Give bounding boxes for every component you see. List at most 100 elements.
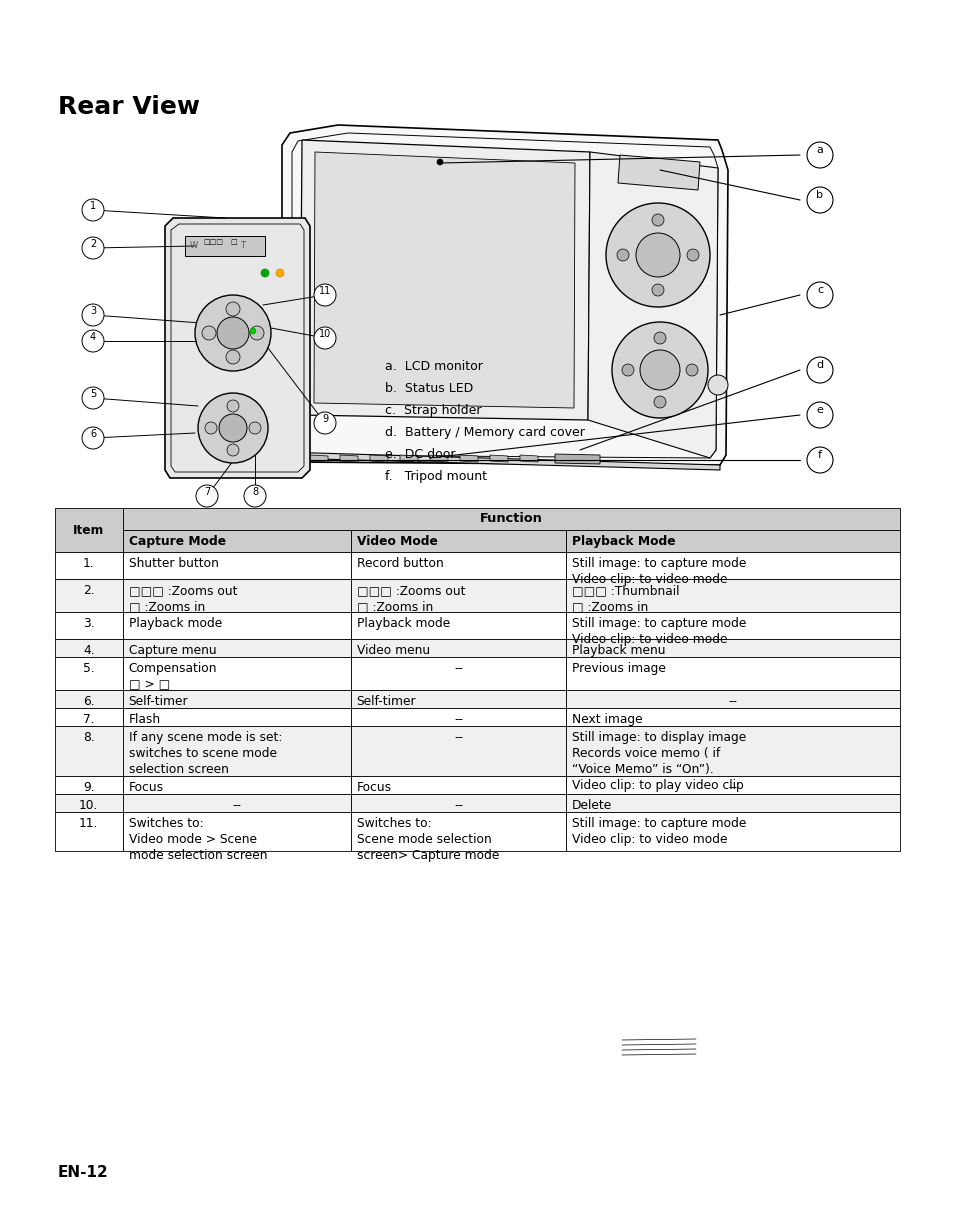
Text: Still image: to display image
Records voice memo ( if
“Voice Memo” is “On”).
Vid: Still image: to display image Records vo… <box>572 731 745 792</box>
Circle shape <box>314 412 335 434</box>
Bar <box>123 612 351 639</box>
Circle shape <box>275 268 284 277</box>
Text: --: -- <box>728 695 737 708</box>
Circle shape <box>250 326 264 340</box>
Circle shape <box>636 233 679 277</box>
Polygon shape <box>618 155 700 190</box>
Bar <box>351 691 566 708</box>
Bar <box>351 813 566 852</box>
Text: Previous image: Previous image <box>572 662 665 675</box>
Bar <box>55 580 123 612</box>
Text: Playback menu: Playback menu <box>572 644 665 658</box>
Text: Record button: Record button <box>356 558 443 570</box>
Circle shape <box>250 328 255 334</box>
Bar <box>351 708 566 726</box>
Text: 5: 5 <box>90 389 96 399</box>
Text: 6.: 6. <box>83 695 94 708</box>
Circle shape <box>82 427 104 449</box>
Bar <box>566 708 899 726</box>
Text: 1.: 1. <box>83 558 94 570</box>
Bar <box>123 529 351 551</box>
Polygon shape <box>282 451 720 470</box>
Text: Item: Item <box>73 523 104 537</box>
Circle shape <box>227 444 239 456</box>
Text: Switches to:
Scene mode selection
screen> Capture mode: Switches to: Scene mode selection screen… <box>356 817 498 863</box>
Circle shape <box>244 486 266 508</box>
Polygon shape <box>490 455 507 462</box>
Bar <box>55 551 123 580</box>
Text: T: T <box>240 242 245 250</box>
Text: --: -- <box>454 712 462 726</box>
Circle shape <box>82 304 104 326</box>
Bar <box>566 658 899 691</box>
Text: 8: 8 <box>252 487 258 497</box>
Text: 7.: 7. <box>83 712 94 726</box>
Bar <box>351 726 566 776</box>
Text: 10: 10 <box>318 329 331 339</box>
Circle shape <box>202 326 215 340</box>
Bar <box>123 726 351 776</box>
Polygon shape <box>282 124 727 465</box>
Circle shape <box>205 422 216 434</box>
Text: Self-timer: Self-timer <box>356 695 416 708</box>
Text: 10.: 10. <box>79 799 98 813</box>
Text: Capture Mode: Capture Mode <box>129 536 226 548</box>
Text: Self-timer: Self-timer <box>129 695 188 708</box>
Circle shape <box>612 322 707 418</box>
Circle shape <box>194 295 271 371</box>
Text: f: f <box>817 450 821 460</box>
Bar <box>55 508 123 551</box>
Bar <box>123 691 351 708</box>
Text: Playback mode: Playback mode <box>356 617 450 630</box>
Circle shape <box>806 447 832 473</box>
Bar <box>123 639 351 658</box>
Bar <box>351 551 566 580</box>
Bar <box>123 776 351 794</box>
Text: f.   Tripod mount: f. Tripod mount <box>385 470 486 483</box>
Bar <box>123 813 351 852</box>
Text: Focus: Focus <box>129 781 164 794</box>
Text: 1: 1 <box>90 201 96 211</box>
Text: c.  Strap holder: c. Strap holder <box>385 404 481 417</box>
Text: 11: 11 <box>318 285 331 296</box>
Bar <box>351 529 566 551</box>
Circle shape <box>654 396 665 407</box>
Bar <box>55 794 123 813</box>
Text: Flash: Flash <box>129 712 160 726</box>
Text: a: a <box>816 145 822 155</box>
Circle shape <box>605 203 709 307</box>
Text: □□□ :Zooms out
□ :Zooms in: □□□ :Zooms out □ :Zooms in <box>129 584 237 612</box>
Bar <box>566 813 899 852</box>
Text: e.  DC door: e. DC door <box>385 448 455 461</box>
Polygon shape <box>430 455 448 462</box>
Bar <box>351 658 566 691</box>
Polygon shape <box>165 218 310 478</box>
Text: Playback mode: Playback mode <box>129 617 222 630</box>
Circle shape <box>806 282 832 307</box>
Text: 9: 9 <box>321 414 328 425</box>
Polygon shape <box>310 455 328 462</box>
Bar <box>351 612 566 639</box>
Bar <box>566 529 899 551</box>
Polygon shape <box>299 140 589 420</box>
Text: Video Mode: Video Mode <box>356 536 437 548</box>
Text: □□□: □□□ <box>203 239 223 245</box>
Bar <box>351 639 566 658</box>
Text: 9.: 9. <box>83 781 94 794</box>
Text: d.  Battery / Memory card cover: d. Battery / Memory card cover <box>385 426 584 439</box>
Circle shape <box>227 400 239 412</box>
Text: W: W <box>190 242 198 250</box>
Circle shape <box>82 329 104 353</box>
Circle shape <box>226 350 240 364</box>
Bar <box>566 639 899 658</box>
Bar <box>55 708 123 726</box>
Bar <box>351 794 566 813</box>
Polygon shape <box>314 152 575 407</box>
Bar <box>351 776 566 794</box>
Circle shape <box>195 486 218 508</box>
Text: 7: 7 <box>204 487 210 497</box>
Circle shape <box>261 268 269 277</box>
Bar <box>55 776 123 794</box>
Circle shape <box>806 187 832 214</box>
Text: --: -- <box>454 799 462 813</box>
